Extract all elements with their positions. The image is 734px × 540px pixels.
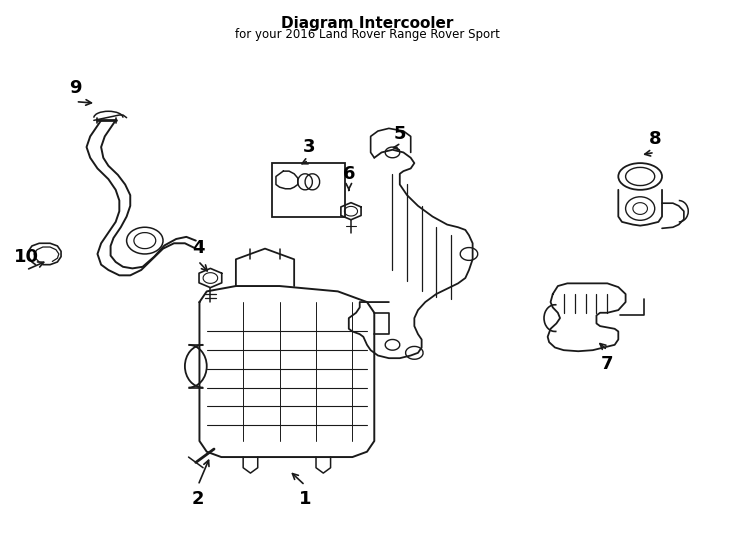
Text: 1: 1 (299, 490, 311, 508)
Text: 6: 6 (343, 165, 355, 183)
Bar (272, 163, 345, 217)
Text: 5: 5 (393, 125, 406, 143)
Text: Diagram Intercooler: Diagram Intercooler (281, 16, 453, 31)
Text: 8: 8 (648, 130, 661, 148)
Text: 3: 3 (302, 138, 315, 156)
Text: 7: 7 (601, 355, 614, 373)
Text: 10: 10 (14, 248, 39, 266)
Text: 2: 2 (192, 490, 204, 508)
Text: for your 2016 Land Rover Range Rover Sport: for your 2016 Land Rover Range Rover Spo… (235, 29, 499, 42)
Text: 4: 4 (192, 239, 204, 256)
Text: 9: 9 (70, 79, 82, 97)
